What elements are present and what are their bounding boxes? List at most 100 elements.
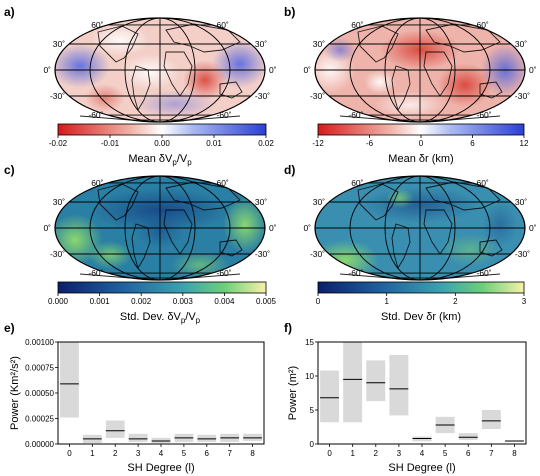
- meridian-line: [89, 17, 161, 123]
- map-a-mean-dvp: [54, 17, 266, 123]
- continent-outline: [97, 183, 139, 221]
- continent-outline: [423, 51, 453, 97]
- continent-outline: [165, 181, 241, 211]
- meridian-line: [384, 175, 421, 281]
- colorbar-a-label: Mean δVp/Vp: [128, 153, 192, 167]
- continent-outline: [357, 25, 399, 63]
- continent-outline: [219, 239, 243, 257]
- lat-label-left: 30˚: [53, 197, 65, 207]
- range-bar: [343, 342, 363, 423]
- meridian-line: [89, 175, 161, 281]
- lat-label-left: -30˚: [50, 249, 65, 259]
- lat-label-right: 30˚: [255, 39, 267, 49]
- colorbar-c-ticks: 0.000 0.001 0.002 0.003 0.004 0.005: [48, 293, 277, 306]
- colorbar-tick-label: 0.003: [173, 297, 194, 306]
- colorbar-tick-label: 0.01: [206, 139, 222, 148]
- lat-label-right: -30˚: [515, 249, 530, 259]
- y-tick-label: 0.00025: [25, 415, 54, 424]
- lat-label-right: 0˚: [269, 223, 277, 233]
- meridian-line: [419, 175, 456, 281]
- colorbar-tick-label: 0.004: [214, 297, 235, 306]
- x-tick-label: 5: [443, 449, 448, 458]
- y-tick-label: 0.00100: [25, 338, 54, 347]
- meridian-line: [124, 175, 161, 281]
- continent-outline: [425, 181, 501, 211]
- colorbar-c-gradient: [57, 281, 267, 294]
- colorbar-b-ticks: -12 -6 0 6 12: [312, 135, 529, 148]
- colorbar-tick-label: 0.002: [131, 297, 152, 306]
- coastline-c: [79, 181, 243, 279]
- meridian-line: [124, 17, 161, 123]
- lat-label-right: -60˚: [477, 110, 492, 120]
- lat-label-left: -60˚: [88, 110, 103, 120]
- lat-label-left: 0˚: [43, 65, 51, 75]
- continent-outline: [339, 115, 501, 121]
- y-tick-label: 5: [310, 406, 315, 415]
- y-tick-label: 0.00075: [25, 364, 54, 373]
- lat-label-right: 0˚: [529, 65, 537, 75]
- y-axis-label: Power (Km²/s²): [9, 356, 21, 430]
- chart-e-power-velocity: 0 1 2 3 4 5 6 7 8 0.00000 0.00025 0.00050 0.00075 0.0…: [9, 338, 265, 474]
- lat-label-right: 0˚: [529, 223, 537, 233]
- lat-label-left: -60˚: [348, 110, 363, 120]
- x-tick-label: 0: [327, 449, 332, 458]
- meridian-line: [419, 175, 491, 281]
- lat-label-left: 60˚: [91, 178, 103, 188]
- colorbar-d: 0 1 2 3 Std. Dev δr (km): [316, 281, 527, 323]
- continent-outline: [219, 81, 243, 99]
- x-tick-label: 8: [512, 449, 517, 458]
- lat-label-left: 0˚: [43, 223, 51, 233]
- x-tick-label: 2: [113, 449, 118, 458]
- meridian-line: [349, 175, 421, 281]
- colorbar-tick-label: 2: [453, 297, 458, 306]
- range-bar: [366, 360, 386, 402]
- x-tick-label: 6: [466, 449, 471, 458]
- lat-label-right: -30˚: [515, 91, 530, 101]
- colorbar-tick-label: -6: [366, 139, 374, 148]
- colorbar-tick-label: 12: [520, 139, 529, 148]
- colorbar-tick-label: 3: [522, 297, 527, 306]
- continent-outline: [79, 115, 241, 121]
- colorbar-d-ticks: 0 1 2 3: [316, 293, 527, 306]
- colorbar-tick-label: 1: [384, 297, 389, 306]
- lat-label-left: 30˚: [313, 39, 325, 49]
- continent-outline: [423, 209, 453, 255]
- x-tick-label: 3: [397, 449, 402, 458]
- lat-label-left: 0˚: [303, 65, 311, 75]
- colorbar-d-gradient: [317, 281, 525, 294]
- y-tick-label: 10: [305, 372, 314, 381]
- range-bar: [481, 410, 501, 430]
- continent-outline: [391, 223, 411, 270]
- x-tick-label: 6: [205, 449, 210, 458]
- range-bar: [151, 437, 171, 443]
- colorbar-tick-label: -0.01: [101, 139, 120, 148]
- continent-outline: [131, 223, 151, 270]
- colorbar-tick-label: 0.02: [258, 139, 274, 148]
- latitude-labels: 60˚ 60˚30˚ 30˚0˚ 0˚-30˚ -30˚-60˚ -60˚60˚ 60˚30…: [43, 20, 536, 278]
- plot-frame: [57, 341, 265, 445]
- continent-outline: [97, 25, 139, 63]
- meridian-line: [419, 17, 491, 123]
- lat-label-right: -60˚: [477, 268, 492, 278]
- lat-label-right: -60˚: [217, 268, 232, 278]
- lat-label-left: -30˚: [310, 249, 325, 259]
- colorbar-c: 0.000 0.001 0.002 0.003 0.004 0.005 Std. Dev.…: [48, 281, 277, 325]
- range-bar: [458, 433, 478, 440]
- colorbar-tick-label: 0.000: [48, 297, 69, 306]
- continent-outline: [479, 239, 503, 257]
- continent-outline: [79, 273, 241, 279]
- lat-label-left: 60˚: [351, 20, 363, 30]
- lat-label-left: 30˚: [53, 39, 65, 49]
- panel-label-e: e): [4, 321, 15, 335]
- continent-outline: [165, 23, 241, 53]
- y-tick-label: 0.00000: [25, 440, 54, 449]
- colorbar-d-label: Std. Dev δr (km): [381, 311, 461, 323]
- lat-label-left: 0˚: [303, 223, 311, 233]
- colorbar-c-label: Std. Dev. δVp/Vp: [120, 311, 201, 325]
- lat-label-left: 60˚: [351, 178, 363, 188]
- x-tick-label: 3: [136, 449, 141, 458]
- coastline-a: [79, 23, 243, 121]
- colorbar-a: -0.02 -0.01 0.00 0.01 0.02 Mean δVp/Vp: [49, 123, 274, 167]
- x-tick-label: 4: [159, 449, 164, 458]
